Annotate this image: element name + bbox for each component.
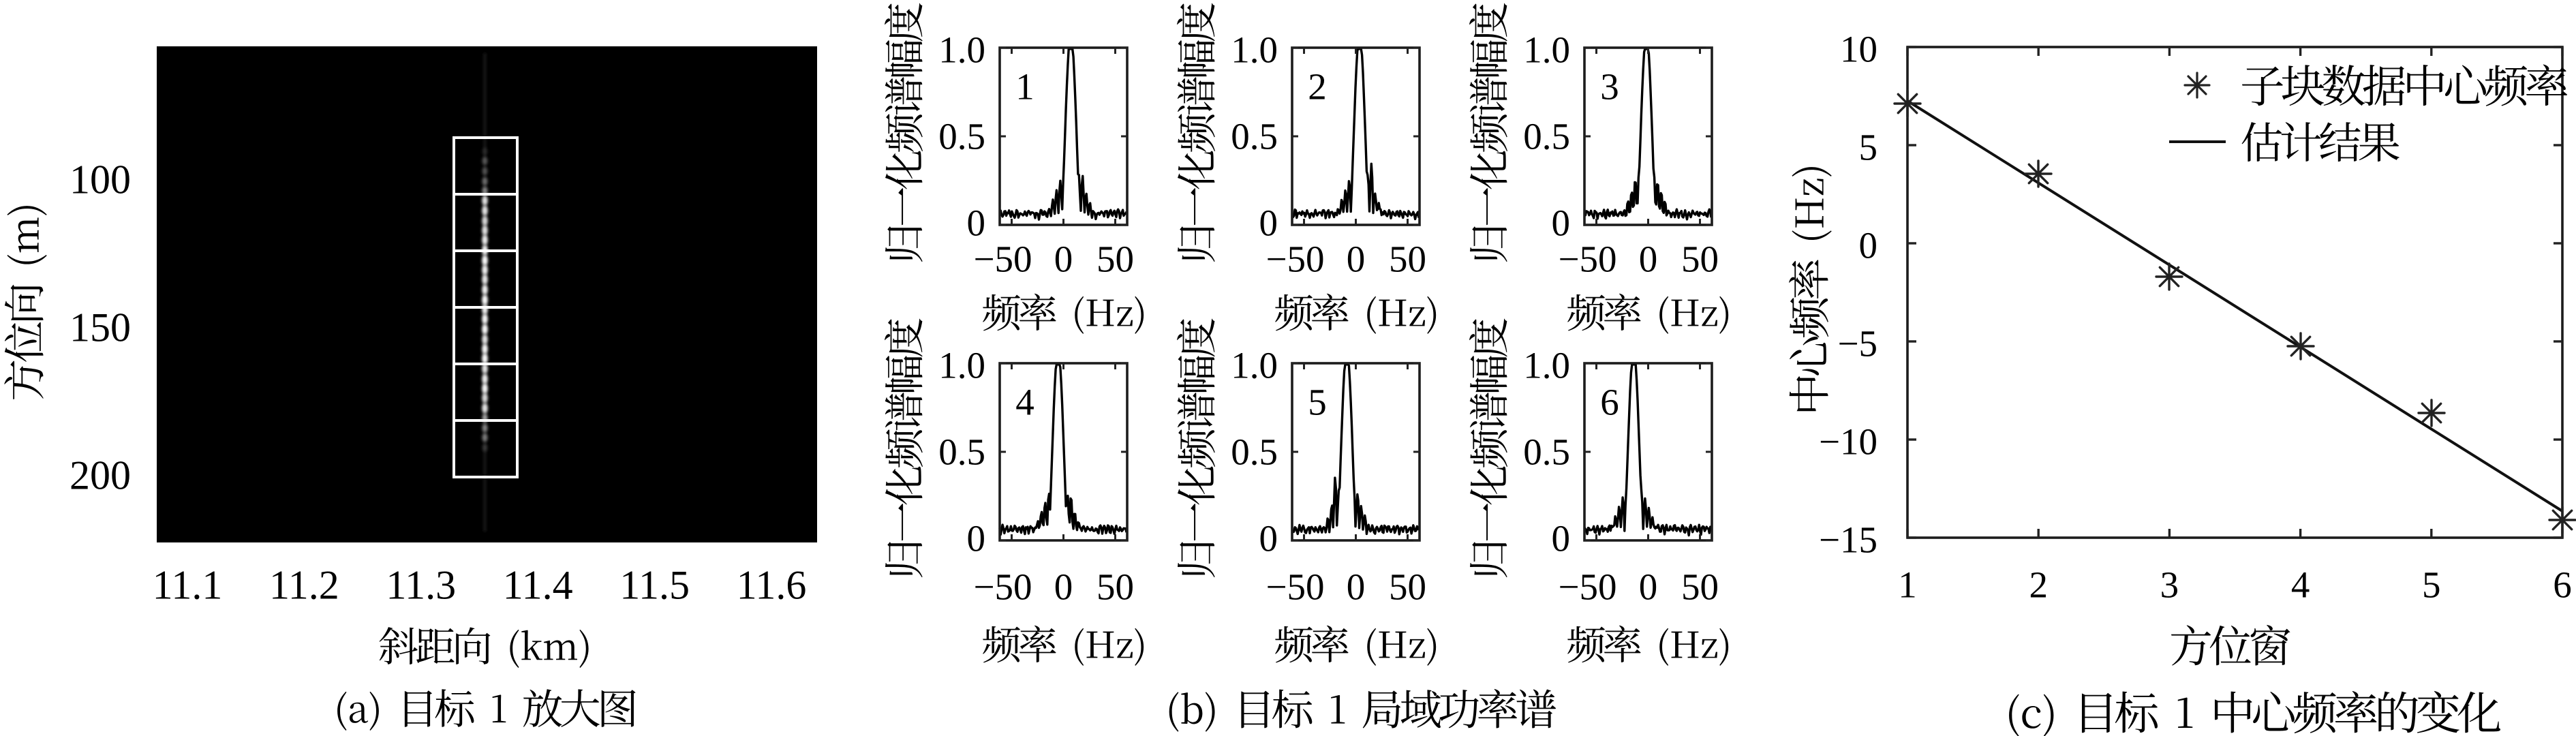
svg-text:0: 0 (1347, 566, 1366, 608)
svg-text:0: 0 (1347, 239, 1366, 280)
svg-text:0: 0 (1859, 225, 1878, 266)
svg-text:50: 50 (1097, 239, 1134, 280)
svg-text:0.5: 0.5 (1231, 116, 1278, 157)
svg-text:0: 0 (1639, 239, 1658, 280)
svg-text:0: 0 (1552, 518, 1571, 559)
svg-text:1: 1 (1015, 66, 1034, 108)
svg-text:5: 5 (1308, 382, 1327, 423)
svg-text:1.0: 1.0 (1231, 29, 1278, 71)
svg-text:4: 4 (2291, 564, 2310, 606)
svg-text:0: 0 (1552, 202, 1571, 244)
svg-text:11.5: 11.5 (619, 562, 690, 607)
svg-text:6: 6 (1600, 382, 1619, 423)
svg-text:0: 0 (967, 202, 986, 244)
svg-text:5: 5 (1859, 127, 1878, 168)
svg-text:2: 2 (1308, 66, 1327, 108)
svg-text:0: 0 (1054, 566, 1073, 608)
svg-text:−50: −50 (1558, 239, 1616, 280)
svg-text:1.0: 1.0 (938, 345, 985, 386)
svg-text:0: 0 (1639, 566, 1658, 608)
svg-text:50: 50 (1389, 239, 1426, 280)
svg-text:11.1: 11.1 (153, 562, 223, 607)
svg-text:−50: −50 (1558, 566, 1616, 608)
svg-text:0: 0 (1259, 202, 1278, 244)
svg-text:1.0: 1.0 (1231, 345, 1278, 386)
svg-text:−15: −15 (1819, 519, 1877, 561)
svg-text:50: 50 (1681, 239, 1719, 280)
svg-text:0: 0 (1259, 518, 1278, 559)
svg-text:6: 6 (2553, 564, 2572, 606)
svg-text:0: 0 (967, 518, 986, 559)
svg-text:1.0: 1.0 (938, 29, 985, 71)
svg-text:2: 2 (2029, 564, 2048, 606)
svg-text:4: 4 (1015, 382, 1034, 423)
svg-text:100: 100 (70, 157, 131, 202)
svg-text:0: 0 (1054, 239, 1073, 280)
svg-text:−50: −50 (973, 239, 1032, 280)
svg-text:3: 3 (1600, 66, 1619, 108)
svg-text:150: 150 (70, 305, 131, 350)
svg-text:11.2: 11.2 (269, 562, 339, 607)
svg-text:−50: −50 (973, 566, 1032, 608)
svg-text:0.5: 0.5 (1231, 431, 1278, 473)
svg-text:200: 200 (70, 453, 131, 497)
svg-text:11.3: 11.3 (386, 562, 456, 607)
svg-text:−50: −50 (1266, 239, 1324, 280)
svg-text:0.5: 0.5 (938, 431, 985, 473)
svg-text:1: 1 (1898, 564, 1917, 606)
svg-text:0.5: 0.5 (938, 116, 985, 157)
svg-text:50: 50 (1681, 566, 1719, 608)
svg-text:−10: −10 (1819, 421, 1877, 463)
svg-text:11.6: 11.6 (737, 562, 807, 607)
svg-text:−5: −5 (1837, 323, 1877, 365)
svg-text:11.4: 11.4 (503, 562, 573, 607)
svg-text:10: 10 (1840, 29, 1877, 70)
svg-text:0.5: 0.5 (1523, 431, 1570, 473)
svg-text:1.0: 1.0 (1523, 345, 1570, 386)
svg-text:50: 50 (1389, 566, 1426, 608)
svg-text:3: 3 (2160, 564, 2179, 606)
svg-text:1.0: 1.0 (1523, 29, 1570, 71)
svg-text:−50: −50 (1266, 566, 1324, 608)
svg-text:50: 50 (1097, 566, 1134, 608)
svg-text:0.5: 0.5 (1523, 116, 1570, 157)
svg-text:5: 5 (2422, 564, 2441, 606)
